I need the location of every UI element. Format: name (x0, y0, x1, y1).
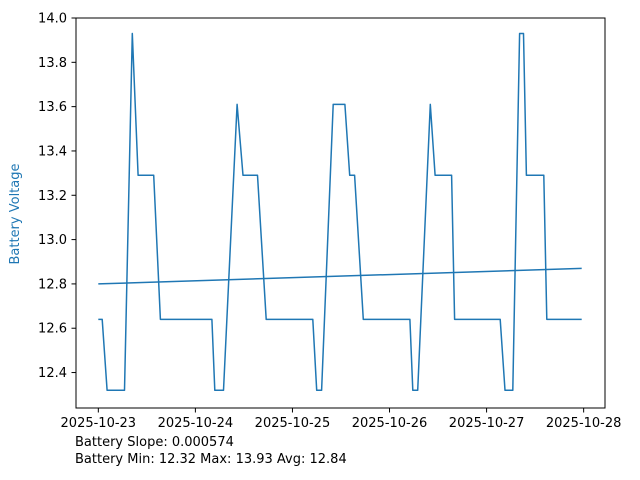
y-tick-label: 12.4 (38, 366, 67, 381)
y-axis-label: Battery Voltage (8, 163, 23, 265)
y-tick-label: 13.2 (38, 189, 67, 204)
x-tick-label: 2025-10-23 (61, 416, 137, 431)
footer-stats-text: Battery Min: 12.32 Max: 13.93 Avg: 12.84 (75, 452, 347, 467)
y-tick-label: 12.8 (38, 277, 67, 292)
y-tick-label: 12.6 (38, 322, 67, 337)
y-tick-label: 13.8 (38, 56, 67, 71)
x-tick-label: 2025-10-28 (546, 416, 622, 431)
plot-border (75, 17, 606, 409)
x-tick-label: 2025-10-27 (449, 416, 525, 431)
x-tick-label: 2025-10-26 (352, 416, 428, 431)
y-tick-label: 14.0 (38, 12, 67, 27)
y-tick-label: 13.4 (38, 144, 67, 159)
battery-trend-line (98, 267, 582, 285)
footer-slope-text: Battery Slope: 0.000574 (75, 435, 234, 450)
y-tick-label: 13.6 (38, 100, 67, 115)
x-tick-label: 2025-10-25 (255, 416, 331, 431)
y-tick-label: 13.0 (38, 233, 67, 248)
x-tick-label: 2025-10-24 (158, 416, 234, 431)
battery-voltage-line (98, 32, 582, 392)
